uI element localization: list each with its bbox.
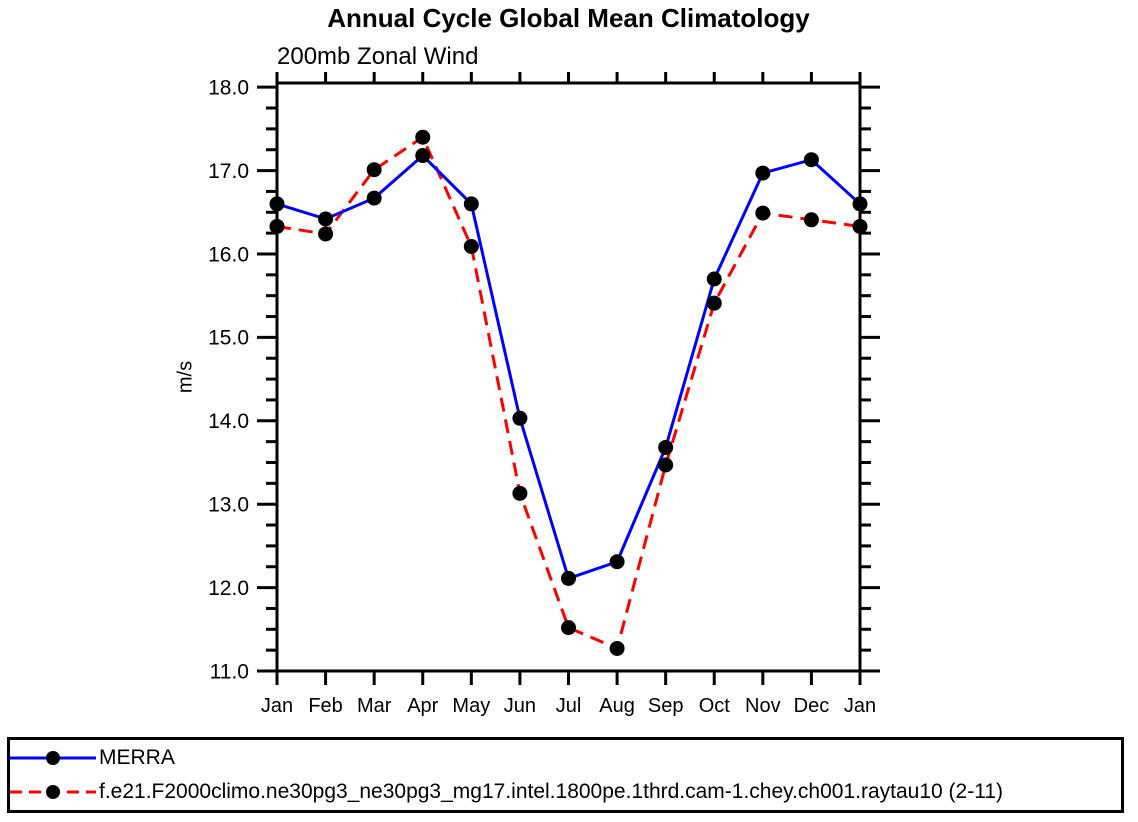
legend-box: MERRA f.e21.F2000climo.ne30pg3_ne30pg3_m… — [7, 737, 1124, 813]
x-tick-label: May — [452, 695, 490, 717]
x-tick-label: Jun — [504, 695, 536, 717]
y-tick-label: 17.0 — [208, 160, 249, 183]
y-tick-label: 11.0 — [210, 660, 249, 683]
data-point-marker — [706, 295, 722, 311]
x-tick-label: Jul — [556, 695, 582, 717]
data-point-marker — [852, 196, 868, 212]
chart-subtitle: 200mb Zonal Wind — [277, 43, 479, 70]
data-point-marker — [755, 205, 771, 221]
y-tick-label: 18.0 — [208, 77, 249, 100]
data-point-marker — [609, 554, 625, 570]
data-point-marker — [463, 196, 479, 212]
data-point-marker — [318, 211, 334, 227]
data-point-marker — [415, 129, 431, 145]
data-point-marker — [269, 196, 285, 212]
y-tick-label: 14.0 — [208, 410, 249, 433]
data-point-marker — [269, 218, 285, 234]
y-tick-label: 15.0 — [208, 327, 249, 350]
data-point-marker — [561, 570, 576, 586]
x-tick-label: Oct — [699, 695, 731, 717]
data-point-marker — [755, 165, 771, 181]
data-point-marker — [803, 152, 819, 168]
x-tick-label: Sep — [648, 695, 684, 717]
data-point-marker — [658, 457, 674, 473]
x-tick-label: Aug — [599, 695, 635, 717]
data-point-marker — [852, 218, 868, 234]
data-point-marker — [658, 439, 674, 455]
x-tick-label: Dec — [794, 695, 830, 717]
data-point-marker — [366, 190, 382, 206]
legend-item-model: f.e21.F2000climo.ne30pg3_ne30pg3_mg17.in… — [10, 780, 1121, 803]
x-tick-label: Jan — [844, 695, 876, 717]
x-tick-label: Apr — [407, 695, 438, 717]
data-point-marker — [415, 148, 431, 164]
data-point-marker — [609, 640, 625, 656]
data-point-marker — [512, 410, 528, 426]
legend-item-merra: MERRA — [10, 746, 1121, 769]
data-point-marker — [463, 238, 479, 254]
data-point-marker — [318, 226, 334, 242]
data-point-marker — [512, 485, 528, 501]
data-point-marker — [706, 271, 722, 287]
y-tick-label: 12.0 — [208, 577, 249, 600]
y-tick-label: 13.0 — [208, 494, 249, 517]
x-tick-label: Feb — [308, 695, 342, 717]
x-tick-label: Mar — [357, 695, 392, 717]
series-line-merra — [276, 153, 862, 581]
chart-title: Annual Cycle Global Mean Climatology — [327, 3, 810, 33]
data-point-marker — [561, 620, 576, 636]
data-point-marker — [366, 162, 382, 178]
legend-label-model: f.e21.F2000climo.ne30pg3_ne30pg3_mg17.in… — [99, 780, 1004, 803]
x-tick-label: Jan — [261, 695, 293, 717]
x-tick-label: Nov — [745, 695, 781, 717]
data-point-marker — [803, 212, 819, 228]
y-tick-label: 16.0 — [208, 243, 249, 266]
legend-label-merra: MERRA — [99, 746, 175, 769]
model-line-swatch-icon — [10, 785, 96, 799]
merra-line-swatch-icon — [10, 751, 96, 765]
